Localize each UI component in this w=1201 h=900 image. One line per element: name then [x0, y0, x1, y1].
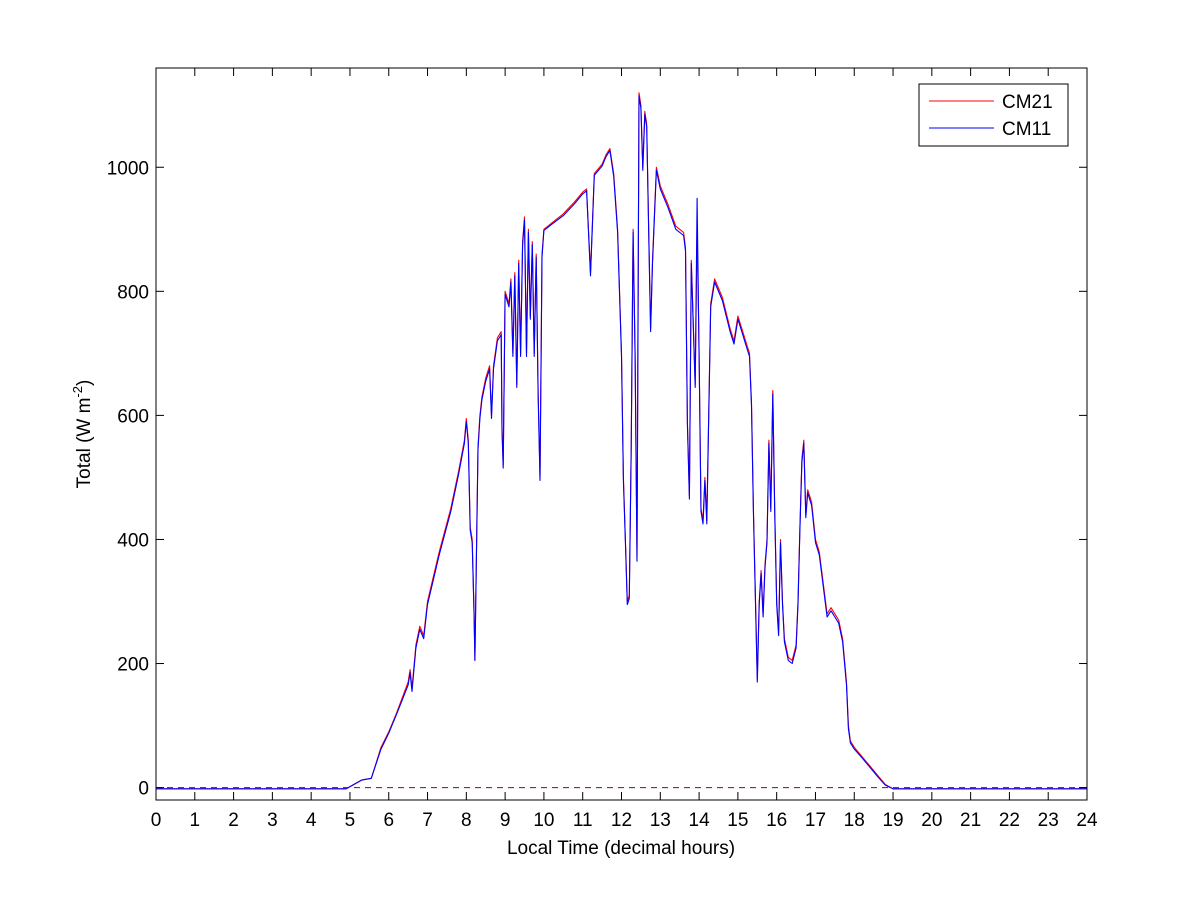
x-tick-label: 1	[190, 810, 201, 831]
x-tick-label: 20	[921, 810, 942, 831]
x-tick-label: 10	[533, 810, 554, 831]
y-tick-label: 0	[138, 779, 149, 800]
y-tick-label: 800	[117, 282, 149, 303]
x-tick-label: 5	[345, 810, 356, 831]
y-tick-label: 600	[117, 406, 149, 427]
x-tick-label: 4	[306, 810, 317, 831]
x-tick-label: 18	[844, 810, 865, 831]
series-line-cm11	[156, 95, 1087, 790]
x-tick-label: 22	[999, 810, 1020, 831]
x-tick-label: 3	[267, 810, 278, 831]
x-tick-label: 6	[383, 810, 394, 831]
x-tick-label: 24	[1076, 810, 1098, 831]
x-tick-label: 11	[573, 810, 593, 831]
x-tick-label: 2	[228, 810, 239, 831]
x-tick-label: 15	[727, 810, 748, 831]
y-axis-label: Total (W m-2)	[70, 380, 95, 489]
x-tick-label: 23	[1038, 810, 1059, 831]
legend: CM21 CM11	[918, 83, 1069, 147]
x-tick-label: 13	[650, 810, 671, 831]
x-tick-label: 9	[500, 810, 511, 831]
x-tick-label: 12	[611, 810, 632, 831]
y-axis: 0 200 400 600 800 1000	[107, 158, 1087, 800]
x-axis: 0 1 2 3 4 5 6 7 8 9 10 11 12 13 14 15 16 17 18 19 20 21 22 23 24	[151, 68, 1098, 831]
legend-label-cm11: CM11	[1002, 119, 1051, 140]
y-tick-label: 400	[117, 530, 149, 551]
x-tick-label: 16	[766, 810, 787, 831]
x-tick-label: 0	[151, 810, 162, 831]
x-tick-label: 8	[461, 810, 472, 831]
x-tick-label: 21	[960, 810, 981, 831]
legend-box	[918, 83, 1069, 147]
x-tick-label: 14	[689, 810, 711, 831]
y-tick-label: 200	[117, 655, 149, 676]
x-tick-label: 19	[882, 810, 903, 831]
series-layer	[156, 92, 1087, 790]
y-tick-label: 1000	[107, 158, 149, 179]
x-tick-label: 17	[805, 810, 826, 831]
legend-label-cm21: CM21	[1002, 92, 1053, 113]
x-axis-label: Local Time (decimal hours)	[507, 838, 735, 859]
plot-area	[156, 68, 1087, 800]
x-tick-label: 7	[422, 810, 433, 831]
